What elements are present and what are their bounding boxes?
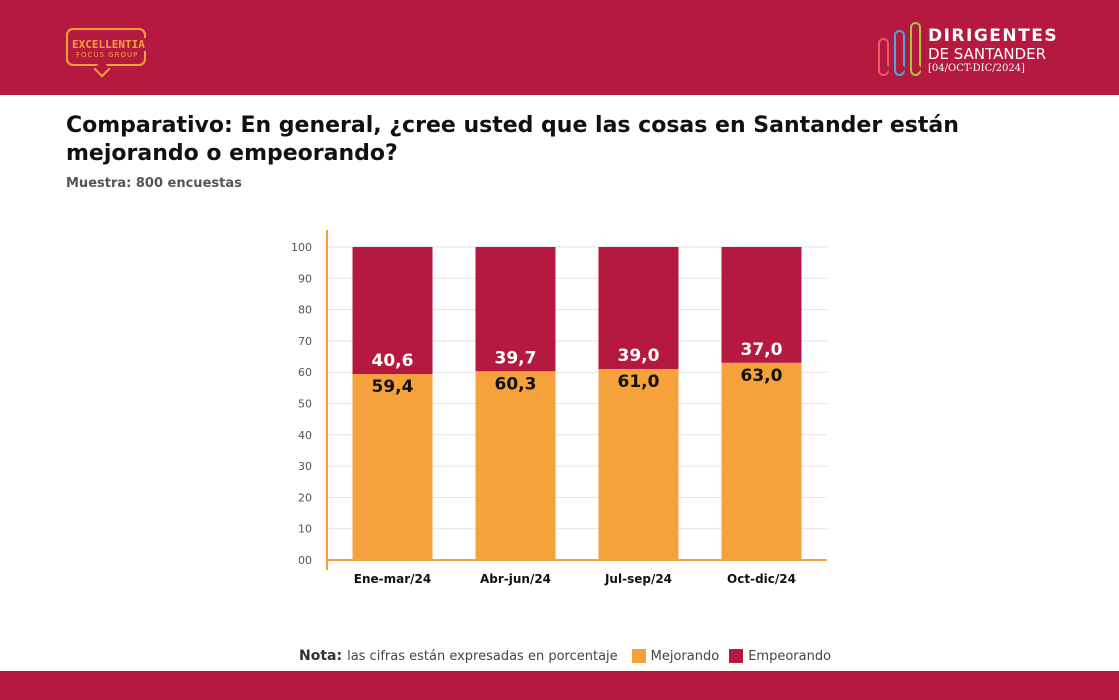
x-tick-label: Abr-jun/24 [480,572,551,586]
legend-entry-empeorando: Empeorando [729,649,831,664]
header-bar: EXCELLENTIA FOCUS GROUP DIRIGENTES DE SA… [0,0,1119,95]
chart-legend: Nota: las cifras están expresadas en por… [299,645,841,667]
footer-bar [0,671,1119,700]
excellentia-logo: EXCELLENTIA FOCUS GROUP [66,28,156,78]
data-label-empeorando: 39,7 [495,348,537,368]
bar-empeorando-3 [598,247,679,370]
y-tick-label: 20 [298,491,312,504]
bar-mejorando-1 [352,374,433,560]
logo-right-line2: DE SANTANDER [928,45,1047,63]
blue-pill-icon [894,30,905,76]
bar-mejorando-3 [598,369,679,560]
y-tick-label: 60 [298,366,312,379]
x-tick-label: Oct-dic/24 [727,572,796,586]
legend-label-mejorando: Mejorando [650,648,720,664]
dirigentes-logo: DIRIGENTES DE SANTANDER [04/OCT-DIC/2024… [876,20,1076,80]
data-label-empeorando: 40,6 [372,351,414,371]
legend-swatch-mejorando [631,649,646,663]
y-tick-label: 00 [298,554,312,567]
y-tick-label: 80 [298,304,312,317]
logo-left-line1: EXCELLENTIA [70,38,147,51]
logo-left-line2: FOCUS GROUP [74,51,141,59]
data-label-empeorando: 39,0 [618,346,660,366]
note-text: las cifras están expresadas en porcentaj… [347,648,618,664]
x-tick-label: Ene-mar/24 [354,572,431,586]
sample-size: Muestra: 800 encuestas [66,176,242,191]
page-title: Comparativo: En general, ¿cree usted que… [66,113,959,166]
data-label-mejorando: 60,3 [495,374,537,394]
data-label-mejorando: 63,0 [741,366,783,386]
x-tick-label: Jul-sep/24 [604,572,672,586]
data-label-mejorando: 61,0 [618,372,660,392]
y-tick-label: 100 [291,241,312,254]
y-tick-label: 30 [298,460,312,473]
y-tick-label: 10 [298,523,312,536]
note-label: Nota: [299,648,343,664]
legend-label-empeorando: Empeorando [748,648,832,664]
data-label-mejorando: 59,4 [372,377,414,397]
bar-empeorando-1 [352,247,433,375]
legend-swatch-empeorando [729,649,744,663]
y-tick-label: 40 [298,429,312,442]
bar-empeorando-4 [721,247,802,363]
bar-empeorando-2 [475,247,556,372]
red-pill-icon [878,38,889,76]
bar-mejorando-4 [721,362,802,560]
logo-right-line3: [04/OCT-DIC/2024] [928,63,1025,74]
data-label-empeorando: 37,0 [741,340,783,360]
y-tick-label: 90 [298,272,312,285]
bar-mejorando-2 [475,371,556,560]
logo-right-line1: DIRIGENTES [928,26,1059,46]
legend-entry-mejorando: Mejorando [631,648,720,664]
y-tick-label: 70 [298,335,312,348]
y-tick-label: 50 [298,398,312,411]
green-pill-icon [910,22,921,76]
